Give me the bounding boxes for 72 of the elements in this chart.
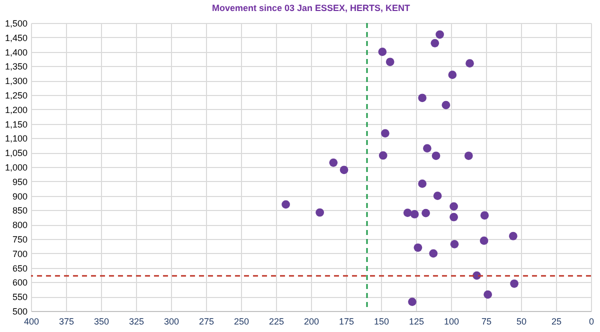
y-tick-label: 1,000 (4, 162, 28, 172)
y-tick-label: 600 (12, 278, 28, 288)
y-tick-label: 1,250 (4, 90, 28, 100)
y-tick-label: 800 (12, 220, 28, 230)
x-tick-label: 400 (24, 316, 40, 326)
y-tick-label: 1,150 (4, 119, 28, 130)
point (418, 94, 426, 102)
point (508, 232, 518, 240)
point (282, 200, 290, 209)
y-tick-label: 700 (12, 248, 28, 259)
x-tick-label: 275 (198, 316, 214, 326)
point (378, 48, 387, 56)
point (464, 152, 473, 160)
x-tick-label: 25 (551, 316, 562, 326)
x-tick-label: 325 (128, 316, 144, 326)
point (480, 211, 489, 220)
x-tick-label: 125 (408, 316, 424, 326)
chart-title: Movement since 03 Jan ESSEX, HERTS, KENT (212, 3, 411, 13)
y-tick-label: 650 (12, 263, 28, 274)
x-tick-label: 375 (58, 316, 74, 326)
y-tick-label: 1,350 (4, 62, 28, 72)
point (422, 208, 430, 218)
y-tick-label: 750 (12, 234, 28, 244)
point (378, 151, 388, 160)
point (329, 158, 338, 167)
y-tick-label: 950 (12, 176, 28, 187)
point (450, 240, 459, 248)
y-tick-label: 1,500 (4, 18, 28, 28)
y-tick-label: 1,100 (4, 134, 28, 144)
x-tick-label: 75 (481, 316, 492, 326)
y-tick-label: 550 (12, 292, 28, 302)
x-tick-label: 350 (94, 316, 110, 326)
point (430, 38, 440, 48)
point (480, 236, 488, 245)
x-tick-label: 50 (516, 316, 527, 326)
point (448, 70, 457, 80)
x-tick-label: 225 (268, 316, 284, 326)
point (450, 212, 458, 222)
point (340, 166, 348, 174)
point (436, 30, 444, 39)
point (403, 208, 412, 217)
y-tick-label: 1,200 (4, 104, 28, 115)
point (418, 180, 426, 188)
x-tick-label: 300 (164, 316, 180, 326)
x-tick-label: 0 (588, 316, 594, 326)
y-tick-label: 900 (12, 191, 28, 202)
y-tick-label: 1,300 (4, 76, 28, 86)
x-tick-label: 175 (338, 316, 354, 326)
y-tick-label: 850 (12, 206, 28, 216)
point (484, 290, 492, 299)
point (429, 249, 438, 258)
point (510, 279, 518, 288)
point (408, 298, 416, 306)
point (432, 152, 440, 160)
point (381, 129, 390, 138)
y-tick-label: 500 (12, 306, 28, 316)
x-tick-label: 200 (304, 316, 320, 326)
point (433, 192, 442, 200)
x-tick-label: 100 (444, 316, 460, 326)
point (466, 59, 474, 68)
point (414, 243, 422, 252)
point (450, 202, 458, 211)
point (423, 144, 432, 152)
x-tick-label: 150 (374, 316, 390, 326)
y-tick-label: 1,450 (4, 32, 28, 43)
point (386, 58, 394, 66)
y-tick-label: 1,050 (4, 148, 28, 158)
point (410, 210, 419, 218)
y-tick-label: 1,400 (4, 47, 28, 58)
point (316, 208, 324, 217)
x-tick-label: 250 (234, 316, 250, 326)
point (442, 100, 450, 110)
